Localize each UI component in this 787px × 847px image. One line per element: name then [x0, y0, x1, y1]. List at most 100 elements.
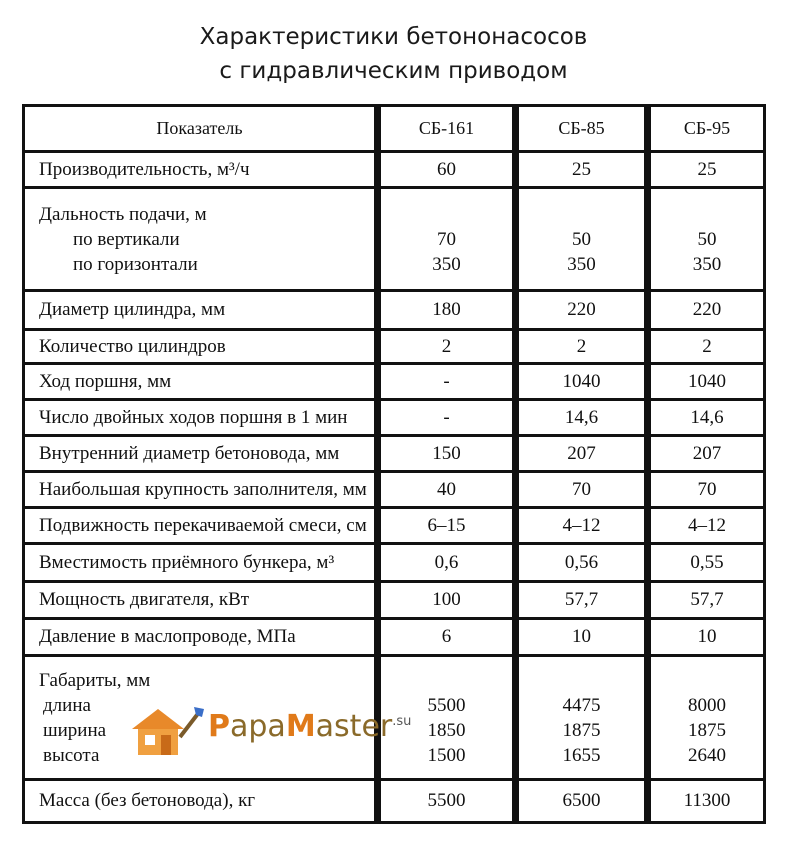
cell-sb95: 10	[646, 617, 766, 657]
row-label: Диаметр цилиндра, мм	[22, 289, 381, 331]
row-label-line: высота	[43, 744, 100, 766]
cell-sb85: 207	[514, 434, 651, 473]
cell-sb95: 50 350	[646, 186, 766, 292]
cell-sb85: 14,6	[514, 398, 651, 437]
cell-line: 5500	[427, 694, 466, 716]
cell-sb95: 11300	[646, 778, 766, 824]
cell-line: 2640	[688, 744, 726, 766]
cell-sb161: 5500 1850 1500	[376, 654, 519, 781]
cell-sb85: 4–12	[514, 506, 651, 545]
row-label: Производительность, м³/ч	[22, 150, 381, 189]
header-sb161: СБ-161	[376, 104, 519, 153]
cell-line: 350	[692, 253, 722, 275]
cell-sb85: 4475 1875 1655	[514, 654, 651, 781]
cell-line: 350	[567, 253, 596, 275]
cell-sb85: 2	[514, 328, 651, 365]
cell-line	[527, 668, 636, 693]
row-label: Внутренний диаметр бетоновода, мм	[22, 434, 381, 473]
row-label: Давление в маслопроводе, МПа	[22, 617, 381, 657]
cell-sb95: 8000 1875 2640	[646, 654, 766, 781]
row-label-line: ширина	[43, 719, 107, 741]
cell-sb85: 70	[514, 470, 651, 509]
cell-line: 1875	[688, 719, 726, 741]
cell-sb85: 6500	[514, 778, 651, 824]
row-label-line: Габариты, мм	[39, 669, 151, 691]
table-row: Число двойных ходов поршня в 1 мин - 14,…	[22, 398, 766, 437]
row-label: Мощность двигателя, кВт	[22, 580, 381, 620]
cell-line: 8000	[688, 694, 726, 716]
row-label-line: длина	[43, 694, 91, 716]
table-row: Вместимость приёмного бункера, м³ 0,6 0,…	[22, 542, 766, 583]
cell-line: 4475	[562, 694, 601, 716]
row-label: Подвижность перекачиваемой смеси, см	[22, 506, 381, 545]
cell-sb95: 25	[646, 150, 766, 189]
row-label: Ход поршня, мм	[22, 362, 381, 401]
row-label: Масса (без бетоновода), кг	[22, 778, 381, 824]
table-row: Внутренний диаметр бетоновода, мм 150 20…	[22, 434, 766, 473]
cell-line: 1850	[427, 719, 466, 741]
row-label-line: по вертикали	[73, 228, 180, 250]
table-row: Давление в маслопроводе, МПа 6 10 10	[22, 617, 766, 657]
cell-sb161: 40	[376, 470, 519, 509]
cell-line	[389, 202, 504, 227]
cell-line: 1655	[562, 744, 601, 766]
cell-sb161: 5500	[376, 778, 519, 824]
cell-sb95: 0,55	[646, 542, 766, 583]
row-label: Наибольшая крупность заполнителя, мм	[22, 470, 381, 509]
cell-line	[659, 202, 755, 227]
row-label: Количество цилиндров	[22, 328, 381, 365]
cell-sb95: 14,6	[646, 398, 766, 437]
table-row: Наибольшая крупность заполнителя, мм 40 …	[22, 470, 766, 509]
cell-line: 50	[697, 228, 717, 250]
row-label-line: Дальность подачи, м	[39, 203, 207, 225]
cell-sb95: 70	[646, 470, 766, 509]
cell-sb85: 1040	[514, 362, 651, 401]
cell-sb161: 6–15	[376, 506, 519, 545]
cell-sb85: 220	[514, 289, 651, 331]
page-title: Характеристики бетононасосов	[199, 24, 588, 50]
row-label: Дальность подачи, м по вертикали по гори…	[22, 186, 381, 292]
row-label-line: по горизонтали	[73, 253, 198, 275]
row-label: Число двойных ходов поршня в 1 мин	[22, 398, 381, 437]
page-subtitle: с гидравлическим приводом	[219, 58, 568, 84]
table-row: Ход поршня, мм - 1040 1040	[22, 362, 766, 401]
cell-line	[659, 668, 755, 693]
table-row: Подвижность перекачиваемой смеси, см 6–1…	[22, 506, 766, 545]
cell-sb85: 50 350	[514, 186, 651, 292]
header-sb95: СБ-95	[646, 104, 766, 153]
cell-sb95: 2	[646, 328, 766, 365]
watermark-brand: PapaMaster.su	[208, 709, 412, 744]
cell-sb85: 25	[514, 150, 651, 189]
table-header-row: Показатель СБ-161 СБ-85 СБ-95	[22, 104, 766, 153]
table-row: Количество цилиндров 2 2 2	[22, 328, 766, 365]
house-brush-icon	[132, 707, 204, 755]
cell-line: 1500	[427, 744, 466, 766]
header-sb85: СБ-85	[514, 104, 651, 153]
cell-sb95: 57,7	[646, 580, 766, 620]
cell-sb161: 60	[376, 150, 519, 189]
cell-sb85: 0,56	[514, 542, 651, 583]
cell-sb161: 0,6	[376, 542, 519, 583]
cell-sb95: 220	[646, 289, 766, 331]
specs-table: Показатель СБ-161 СБ-85 СБ-95 Производит…	[22, 104, 766, 824]
table-row: Габариты, мм длина ширина высота 5500 18…	[22, 654, 766, 781]
cell-sb161: -	[376, 398, 519, 437]
cell-sb95: 207	[646, 434, 766, 473]
cell-sb161: 100	[376, 580, 519, 620]
cell-sb161: 150	[376, 434, 519, 473]
cell-line: 50	[572, 228, 591, 250]
cell-sb95: 4–12	[646, 506, 766, 545]
row-label: Габариты, мм длина ширина высота	[22, 654, 381, 781]
table-row: Диаметр цилиндра, мм 180 220 220	[22, 289, 766, 331]
cell-sb85: 57,7	[514, 580, 651, 620]
cell-line	[389, 668, 504, 693]
cell-line: 350	[432, 253, 461, 275]
table-row: Масса (без бетоновода), кг 5500 6500 113…	[22, 778, 766, 824]
cell-sb161: 2	[376, 328, 519, 365]
cell-line: 70	[437, 228, 456, 250]
row-label: Вместимость приёмного бункера, м³	[22, 542, 381, 583]
header-indicator: Показатель	[22, 104, 381, 153]
table-row: Дальность подачи, м по вертикали по гори…	[22, 186, 766, 292]
cell-sb95: 1040	[646, 362, 766, 401]
cell-sb161: -	[376, 362, 519, 401]
